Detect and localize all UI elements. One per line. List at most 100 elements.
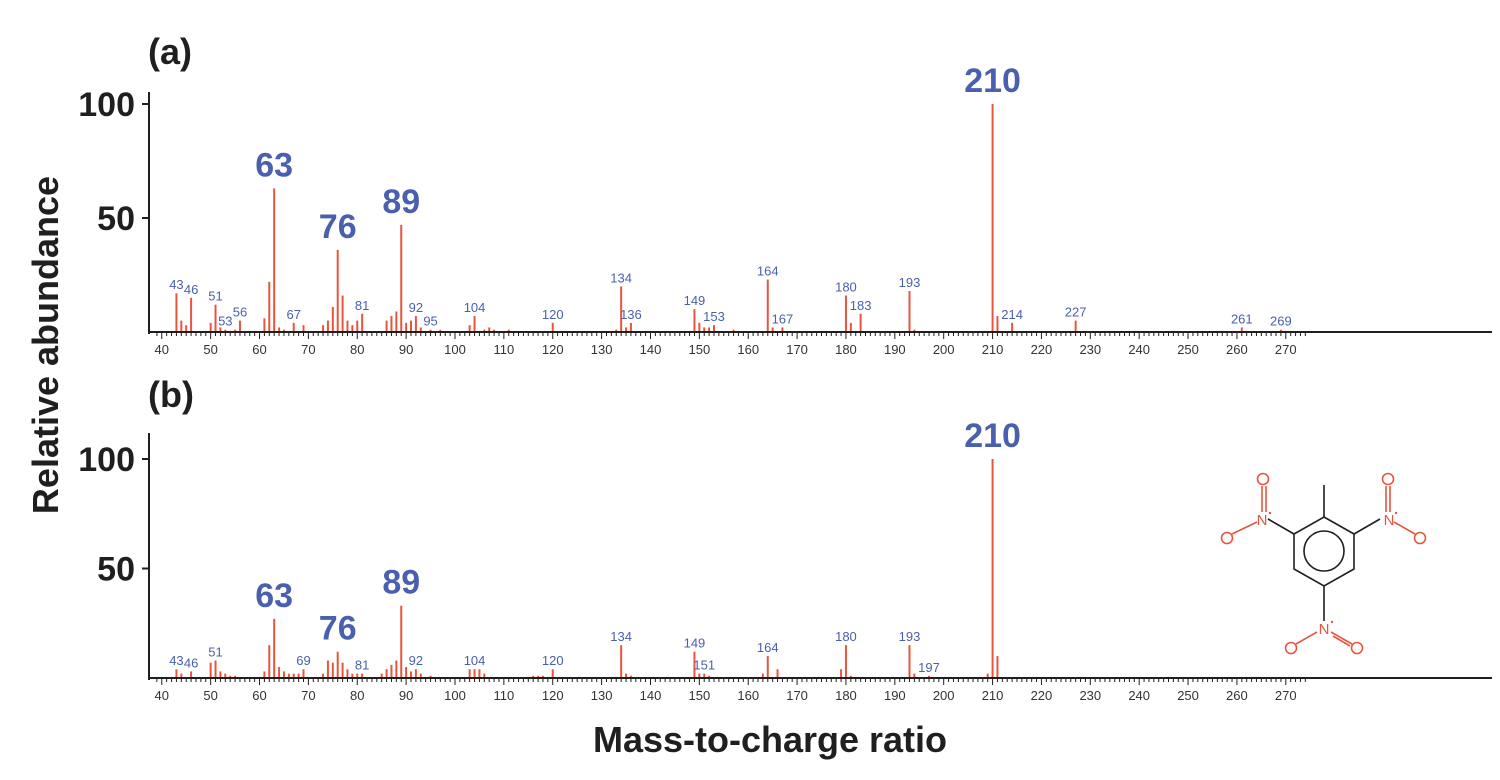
x-tick-label: 110 xyxy=(493,688,514,703)
peak-label: 120 xyxy=(542,653,564,668)
peak-label: 92 xyxy=(409,300,423,315)
x-tick-label: 220 xyxy=(1031,688,1053,703)
x-tick-label: 130 xyxy=(591,688,613,703)
x-tick-label: 100 xyxy=(444,688,466,703)
x-tick-label: 250 xyxy=(1177,342,1199,357)
x-tick-label: 220 xyxy=(1031,342,1053,357)
peak-label: 104 xyxy=(464,300,486,315)
y-ticks-b: 50 100 xyxy=(78,441,149,589)
x-tick-label: 110 xyxy=(493,342,514,357)
peak-label: 134 xyxy=(610,629,632,644)
x-tick-label: 130 xyxy=(591,342,613,357)
peak-label: 151 xyxy=(693,658,715,673)
x-axis-label: Mass-to-charge ratio xyxy=(593,719,947,760)
x-tick-label: 40 xyxy=(155,688,169,703)
x-tick-label: 180 xyxy=(835,342,857,357)
x-tick-label: 50 xyxy=(203,688,217,703)
peak-label: 46 xyxy=(184,282,198,297)
x-tick-label: 150 xyxy=(688,688,710,703)
peak-label: 51 xyxy=(208,289,222,304)
x-tick-label: 200 xyxy=(933,342,955,357)
peak-label: 104 xyxy=(464,653,486,668)
x-tick-label: 80 xyxy=(350,342,364,357)
peak-label: 81 xyxy=(355,658,369,673)
x-tick-label: 160 xyxy=(737,342,759,357)
aromatic-circle xyxy=(1303,530,1345,572)
peak-label: 261 xyxy=(1231,311,1253,326)
peak-label: 269 xyxy=(1270,314,1292,329)
x-tick-label: 170 xyxy=(786,342,808,357)
x-tick-label: 100 xyxy=(444,342,466,357)
x-tick-label: 80 xyxy=(350,688,364,703)
peak-label: 69 xyxy=(296,653,310,668)
peak-label: 180 xyxy=(835,629,857,644)
peak-label: 227 xyxy=(1065,305,1087,320)
x-tick-label: 170 xyxy=(786,688,808,703)
peak-label: 81 xyxy=(355,298,369,313)
x-tick-label: 210 xyxy=(982,688,1004,703)
x-tick-label: 160 xyxy=(737,688,759,703)
y-tick-label: 50 xyxy=(97,200,135,238)
peak-label-major: 63 xyxy=(255,577,293,615)
x-tick-label: 230 xyxy=(1079,342,1101,357)
peak-label: 167 xyxy=(772,311,794,326)
x-tick-label: 140 xyxy=(640,688,662,703)
x-tick-label: 180 xyxy=(835,688,857,703)
y-ticks-a: 50 100 xyxy=(78,86,149,238)
x-tick-label: 250 xyxy=(1177,688,1199,703)
x-tick-label: 120 xyxy=(542,342,564,357)
x-tick-label: 260 xyxy=(1226,688,1248,703)
svg-text:N: N xyxy=(1384,512,1395,529)
peak-label-major: 76 xyxy=(319,610,357,648)
peak-label: 149 xyxy=(684,293,706,308)
peak-label: 56 xyxy=(233,305,247,320)
peak-label: 153 xyxy=(703,309,725,324)
x-tick-label: 140 xyxy=(640,342,662,357)
svg-text:N: N xyxy=(1257,512,1268,529)
x-tick-label: 90 xyxy=(399,688,413,703)
peak-label-major: 210 xyxy=(964,417,1021,455)
panel-label-a: (a) xyxy=(148,31,192,72)
peak-label: 214 xyxy=(1001,307,1023,322)
spectrum-panel-b: (b) 50 100 40 50 60 70 80 90 100 110 120 130 140 150… xyxy=(78,374,1492,703)
x-ticks-a: 40 50 60 70 80 90 100 110 120 130 140 150 160 170 180 1… xyxy=(155,332,1306,357)
y-tick-label: 100 xyxy=(78,86,135,124)
x-tick-label: 210 xyxy=(982,342,1004,357)
x-tick-label: 230 xyxy=(1079,688,1101,703)
x-tick-label: 50 xyxy=(203,342,217,357)
x-tick-label: 270 xyxy=(1275,688,1297,703)
x-tick-label: 40 xyxy=(155,342,169,357)
peak-label: 43 xyxy=(169,277,183,292)
tnt-structure-icon: N N N xyxy=(1220,472,1427,655)
peak-labels-b: 43 46 51 63 69 76 81 89 92 104 120 134 149 151 164 180 1… xyxy=(169,417,1021,675)
peak-label: 193 xyxy=(899,629,921,644)
benzene-ring xyxy=(1293,516,1355,587)
y-tick-label: 100 xyxy=(78,441,135,479)
x-tick-label: 70 xyxy=(301,688,315,703)
peak-label: 51 xyxy=(208,644,222,659)
peak-label: 136 xyxy=(620,307,642,322)
peak-label: 197 xyxy=(918,660,940,675)
peak-label: 46 xyxy=(184,655,198,670)
y-tick-label: 50 xyxy=(97,551,135,589)
peak-label: 120 xyxy=(542,307,564,322)
peak-label: 183 xyxy=(850,298,872,313)
x-tick-label: 90 xyxy=(399,342,413,357)
peak-label-major: 210 xyxy=(964,62,1021,100)
peak-label: 92 xyxy=(409,653,423,668)
peak-label-major: 89 xyxy=(382,183,420,221)
x-tick-label: 190 xyxy=(884,688,906,703)
x-tick-label: 240 xyxy=(1128,342,1150,357)
peak-label: 180 xyxy=(835,280,857,295)
x-tick-label: 200 xyxy=(933,688,955,703)
peak-label: 134 xyxy=(610,270,632,285)
peak-label: 67 xyxy=(286,307,300,322)
peak-label: 43 xyxy=(169,653,183,668)
x-tick-label: 260 xyxy=(1226,342,1248,357)
peak-label: 53 xyxy=(218,314,232,329)
peak-label: 164 xyxy=(757,264,779,279)
peak-label-major: 63 xyxy=(255,146,293,184)
peak-label: 193 xyxy=(899,275,921,290)
